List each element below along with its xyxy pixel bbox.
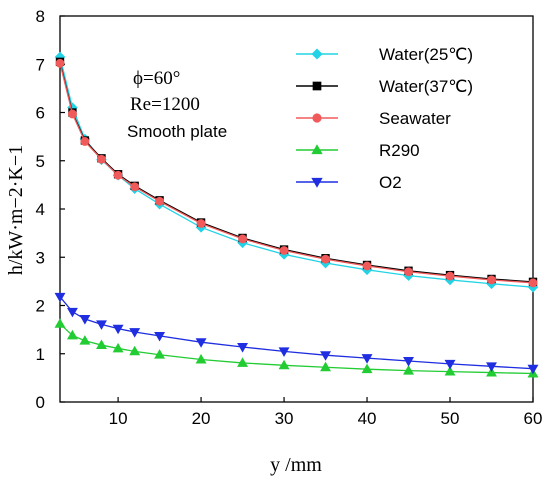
data-point [195,353,207,364]
legend-marker [312,81,322,91]
data-point [66,307,78,318]
data-point [404,267,413,277]
data-point [528,278,538,288]
y-tick-label: 4 [36,200,45,219]
legend: Water(25℃) Water(37℃) Seawater R290 O2 [296,45,473,192]
data-point [238,234,247,244]
data-point [154,349,166,359]
series-line [59,296,534,370]
data-point [80,137,90,146]
data-point [279,246,289,255]
series-layer [54,51,539,378]
y-tick-label: 1 [36,345,45,364]
data-point [278,359,290,370]
data-point [403,357,414,367]
data-point [112,324,124,335]
data-point [487,275,496,285]
x-tick-label: 10 [109,409,128,428]
y-tick-label: 2 [36,297,45,316]
series-4 [54,292,539,375]
data-point [444,365,456,376]
y-tick-label: 3 [36,248,45,267]
data-point [129,328,141,338]
data-point [130,182,140,192]
legend-marker [312,113,322,123]
annotation-surface: Smooth plate [127,122,227,141]
data-point [79,315,91,325]
plot-area [59,15,534,403]
x-axis-title: y /mm [270,454,322,476]
data-point [196,219,206,228]
series-3 [54,318,539,378]
legend-label: R290 [379,141,420,160]
x-tick-label: 30 [275,409,294,428]
legend-marker [311,177,323,188]
x-tick-label: 40 [358,409,377,428]
data-point [154,331,166,342]
data-point [54,318,66,328]
x-tick-label: 20 [192,409,211,428]
data-point [444,359,456,370]
data-point [445,271,455,281]
legend-label: O2 [379,173,402,192]
data-point [66,329,78,340]
legend-label: Water(37℃) [379,77,473,96]
data-point [195,338,207,348]
data-point [278,347,290,357]
y-tick-label: 5 [36,152,45,171]
data-point [96,339,107,350]
plot-frame [59,15,534,403]
x-tick-label: 60 [524,409,543,428]
data-point [54,292,66,303]
data-point [320,361,332,372]
data-point [68,109,77,119]
legend-marker [311,144,323,155]
data-point [362,261,372,271]
data-point [97,154,106,164]
data-point [320,351,332,361]
y-tick-label: 7 [36,55,45,74]
data-point [361,363,373,374]
series-line [59,63,534,284]
series-line [59,61,534,283]
y-tick-label: 8 [36,7,45,26]
annotation-phi: ϕ=60° [133,68,180,89]
y-tick-label: 0 [36,393,45,412]
data-point [403,365,414,375]
y-tick-label: 6 [36,104,45,123]
legend-marker [311,48,323,60]
data-point [55,58,65,68]
data-point [361,354,373,364]
data-point [96,320,107,330]
data-point [113,170,123,180]
annotation-re: Re=1200 [130,94,200,115]
data-point [155,196,164,206]
data-point [527,364,539,375]
series-line [59,323,534,375]
data-point [486,366,497,377]
legend-label: Water(25℃) [379,45,473,64]
data-point [486,362,497,372]
series-2 [55,58,538,288]
axis-ticks: 10 20 30 40 50 60 0 1 2 3 4 5 6 7 8 [36,7,543,428]
data-point [237,343,249,353]
data-point [321,254,330,264]
data-point [237,357,249,367]
legend-label: Seawater [379,109,451,128]
y-axis-title: h/kW·m−2·K−1 [5,145,27,275]
data-point [79,335,91,345]
data-point [129,345,141,356]
data-point [112,342,124,353]
x-tick-label: 50 [441,409,460,428]
